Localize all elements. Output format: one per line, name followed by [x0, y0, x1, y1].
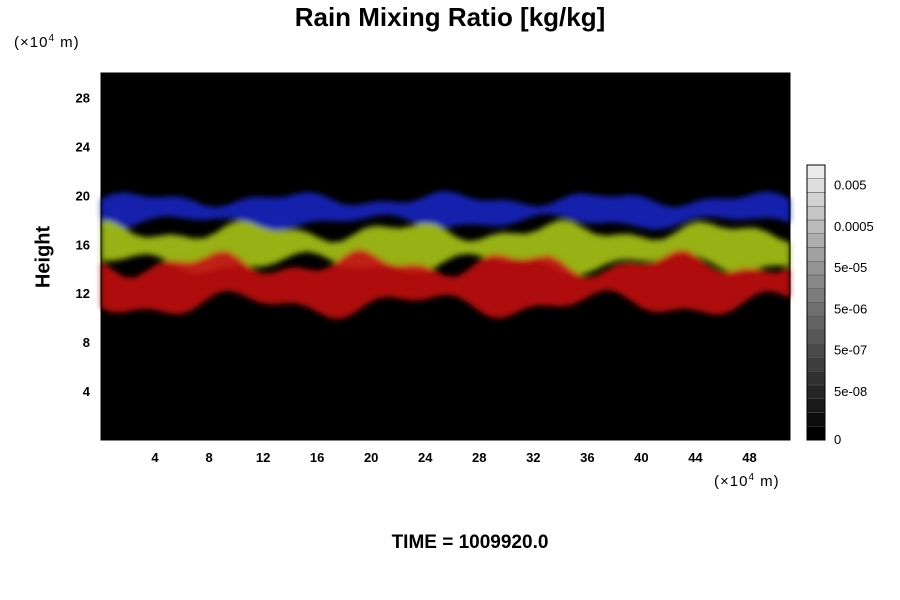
colorbar-label: 5e-06	[834, 301, 867, 316]
colorbar-swatch	[806, 412, 826, 427]
cloud-layers	[101, 190, 790, 319]
colorbar-label: 5e-07	[834, 343, 867, 358]
x-tick-label: 12	[256, 450, 270, 465]
x-tick-label: 40	[634, 450, 648, 465]
x-tick-label: 20	[364, 450, 378, 465]
colorbar-swatch	[806, 316, 826, 331]
x-tick-label: 16	[310, 450, 324, 465]
colorbar-swatch	[806, 384, 826, 399]
plot-area	[100, 72, 791, 441]
y-axis-ticks: 4 8 12 16 20 24 28	[76, 90, 91, 399]
layer-middle	[101, 219, 790, 275]
x-axis-unit: (×104 m)	[714, 472, 780, 490]
colorbar-swatch	[806, 219, 826, 234]
y-tick-label: 28	[76, 90, 90, 105]
colorbar-label: 0.005	[834, 178, 867, 193]
colorbar-label: 5e-08	[834, 384, 867, 399]
chart-title: Rain Mixing Ratio [kg/kg]	[294, 2, 606, 32]
y-tick-label: 20	[76, 188, 90, 203]
colorbar-swatch	[806, 164, 826, 179]
x-tick-label: 24	[418, 450, 433, 465]
y-tick-label: 4	[83, 384, 91, 399]
colorbar-swatch	[806, 357, 826, 372]
colorbar-swatch	[806, 206, 826, 221]
colorbar-swatch	[806, 192, 826, 207]
colorbar-swatch	[806, 247, 826, 262]
colorbar-swatch	[806, 329, 826, 344]
x-tick-label: 4	[151, 450, 159, 465]
y-tick-label: 12	[76, 286, 90, 301]
y-tick-label: 8	[83, 335, 90, 350]
x-tick-label: 32	[526, 450, 540, 465]
colorbar-swatch	[806, 302, 826, 317]
layer-lower	[101, 249, 790, 319]
colorbar-label: 0.0005	[834, 219, 874, 234]
colorbar-swatch	[806, 261, 826, 276]
y-axis-unit: (×104 m)	[14, 33, 80, 51]
colorbar-swatch	[806, 371, 826, 386]
x-axis-ticks: 4 8 12 16 20 24 28 32 36 40 44 48	[151, 450, 756, 465]
x-tick-label: 48	[742, 450, 756, 465]
colorbar-swatch	[806, 288, 826, 303]
x-tick-label: 8	[205, 450, 212, 465]
time-label: TIME = 1009920.0	[391, 532, 549, 553]
layer-upper	[101, 190, 790, 231]
y-tick-label: 16	[76, 237, 90, 252]
x-tick-label: 28	[472, 450, 486, 465]
colorbar-frame	[806, 164, 826, 441]
colorbar-swatch	[806, 343, 826, 358]
y-tick-label: 24	[76, 139, 91, 154]
plot-frame	[100, 72, 791, 441]
colorbar-swatch	[806, 274, 826, 289]
colorbar: 0 5e-08 5e-07 5e-06 5e-05 0.0005 0.005	[806, 164, 874, 447]
colorbar-swatch	[806, 178, 826, 193]
colorbar-label: 5e-05	[834, 260, 867, 275]
colorbar-swatch	[806, 426, 826, 441]
colorbar-swatch	[806, 398, 826, 413]
colorbar-label: 0	[834, 432, 841, 447]
x-tick-label: 44	[688, 450, 703, 465]
x-tick-label: 36	[580, 450, 594, 465]
colorbar-swatch	[806, 233, 826, 248]
